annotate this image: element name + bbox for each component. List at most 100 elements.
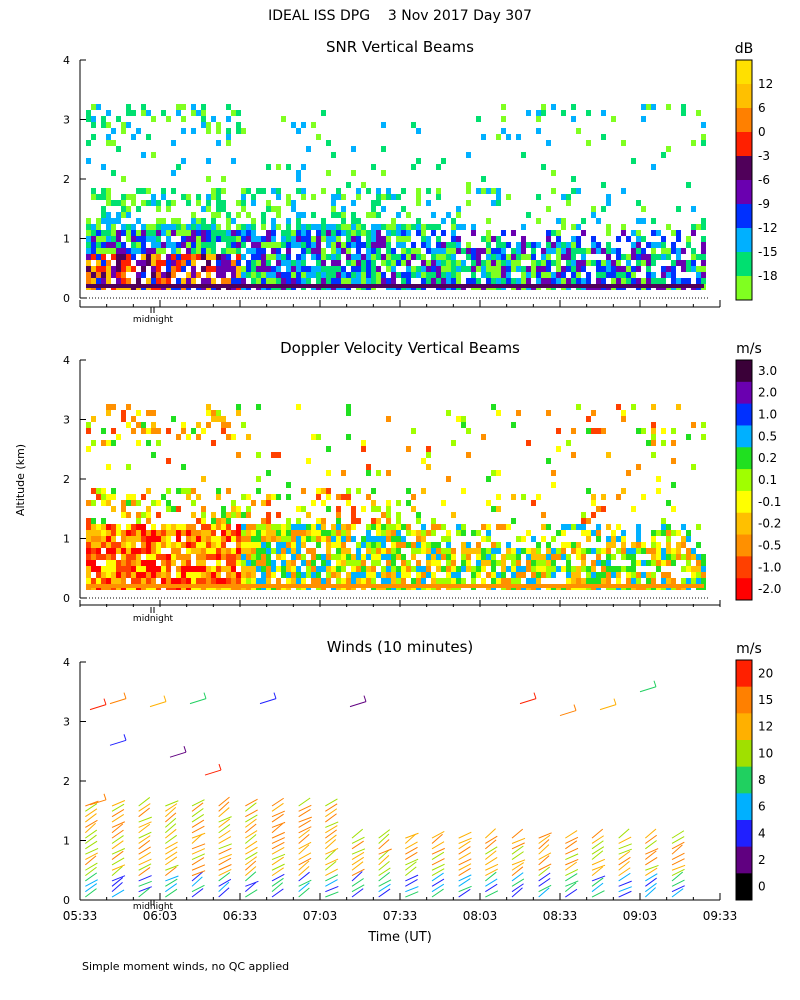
heatmap-cell xyxy=(181,554,186,560)
heatmap-cell xyxy=(576,578,581,584)
colorbar-label: -1.0 xyxy=(758,560,781,574)
heatmap-cell xyxy=(226,518,231,524)
heatmap-cell xyxy=(471,572,476,578)
heatmap-cell xyxy=(306,224,311,230)
heatmap-cell xyxy=(211,230,216,236)
heatmap-cell xyxy=(291,122,296,128)
heatmap-cell xyxy=(96,578,101,584)
heatmap-cell xyxy=(366,548,371,554)
heatmap-cell xyxy=(101,230,106,236)
heatmap-cell xyxy=(236,224,241,230)
heatmap-cell xyxy=(126,266,131,272)
heatmap-cell xyxy=(526,212,531,218)
heatmap-cell xyxy=(326,536,331,542)
heatmap-cell xyxy=(446,254,451,260)
heatmap-cell xyxy=(546,548,551,554)
heatmap-cell xyxy=(376,188,381,194)
wind-barb xyxy=(245,880,259,887)
heatmap-cell xyxy=(146,110,151,116)
heatmap-cell xyxy=(361,230,366,236)
heatmap-cell xyxy=(436,554,441,560)
heatmap-cell xyxy=(346,572,351,578)
colorbar-segment xyxy=(736,180,752,205)
heatmap-cell xyxy=(596,266,601,272)
heatmap-cell xyxy=(206,266,211,272)
heatmap-cell xyxy=(441,554,446,560)
wind-barb xyxy=(458,858,472,866)
wind-barb xyxy=(271,856,284,866)
heatmap-cell xyxy=(406,566,411,572)
heatmap-cell xyxy=(141,230,146,236)
wind-barb xyxy=(298,819,312,828)
heatmap-cell xyxy=(276,530,281,536)
wind-barb xyxy=(325,858,339,866)
heatmap-cell xyxy=(176,434,181,440)
heatmap-cell xyxy=(606,242,611,248)
heatmap-cell xyxy=(186,272,191,278)
heatmap-cell xyxy=(116,212,121,218)
heatmap-cell xyxy=(346,404,351,410)
heatmap-cell xyxy=(241,224,246,230)
heatmap-cell xyxy=(401,188,406,194)
heatmap-cell xyxy=(666,548,671,554)
heatmap-cell xyxy=(446,542,451,548)
heatmap-cell xyxy=(171,200,176,206)
heatmap-cell xyxy=(206,248,211,254)
heatmap-cell xyxy=(291,560,296,566)
heatmap-cell xyxy=(566,572,571,578)
heatmap-cell xyxy=(276,212,281,218)
heatmap-cell xyxy=(181,194,186,200)
heatmap-cell xyxy=(701,122,706,128)
heatmap-cell xyxy=(326,254,331,260)
heatmap-cell xyxy=(671,248,676,254)
heatmap-cell xyxy=(286,200,291,206)
heatmap-cell xyxy=(486,254,491,260)
heatmap-cell xyxy=(291,230,296,236)
heatmap-cell xyxy=(691,464,696,470)
heatmap-cell xyxy=(406,236,411,242)
heatmap-cell xyxy=(251,542,256,548)
colorbar-label: -2.0 xyxy=(758,582,781,596)
heatmap-cell xyxy=(146,428,151,434)
heatmap-cell xyxy=(351,224,356,230)
heatmap-cell xyxy=(176,572,181,578)
heatmap-cell xyxy=(396,542,401,548)
heatmap-cell xyxy=(671,506,676,512)
heatmap-cell xyxy=(331,230,336,236)
heatmap-cell xyxy=(466,266,471,272)
heatmap-cell xyxy=(121,242,126,248)
heatmap-cell xyxy=(241,188,246,194)
heatmap-cell xyxy=(121,410,126,416)
heatmap-cell xyxy=(91,518,96,524)
heatmap-cell xyxy=(86,530,91,536)
heatmap-cell xyxy=(271,188,276,194)
wind-barb xyxy=(123,734,127,741)
colorbar-segment xyxy=(736,846,752,874)
heatmap-cell xyxy=(131,428,136,434)
heatmap-cell xyxy=(661,572,666,578)
heatmap-cell xyxy=(661,578,666,584)
heatmap-cell xyxy=(501,242,506,248)
heatmap-cell xyxy=(586,248,591,254)
heatmap-cell xyxy=(141,236,146,242)
heatmap-cell xyxy=(236,524,241,530)
heatmap-cell xyxy=(426,260,431,266)
heatmap-cell xyxy=(616,254,621,260)
heatmap-cell xyxy=(111,218,116,224)
wind-barb xyxy=(245,830,258,839)
wind-barb xyxy=(191,832,206,839)
heatmap-cell xyxy=(681,524,686,530)
heatmap-cell xyxy=(146,548,151,554)
wind-barb xyxy=(538,852,552,860)
heatmap-cell xyxy=(281,116,286,122)
heatmap-cell xyxy=(571,278,576,284)
heatmap-cell xyxy=(661,152,666,158)
heatmap-cell xyxy=(611,572,616,578)
heatmap-cell xyxy=(576,128,581,134)
heatmap-cell xyxy=(436,560,441,566)
heatmap-cell xyxy=(701,134,706,140)
heatmap-cell xyxy=(371,266,376,272)
heatmap-cell xyxy=(91,524,96,530)
heatmap-cell xyxy=(486,218,491,224)
heatmap-cell xyxy=(176,524,181,530)
